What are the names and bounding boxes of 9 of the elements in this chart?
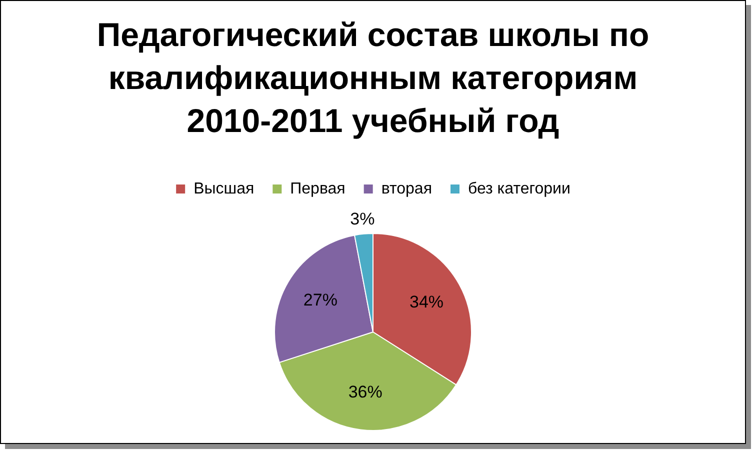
legend-label: без категории [468, 180, 570, 198]
legend-label: Высшая [194, 180, 254, 198]
data-label: 34% [410, 292, 444, 312]
data-label: 36% [348, 382, 382, 402]
legend-label: Первая [290, 180, 346, 198]
legend-label: вторая [381, 180, 432, 198]
chart-title: Педагогический состав школы по квалификационным категориям 2010-2011 учебный год [96, 15, 650, 141]
data-label: 3% [350, 210, 375, 229]
data-label: 27% [303, 290, 338, 310]
